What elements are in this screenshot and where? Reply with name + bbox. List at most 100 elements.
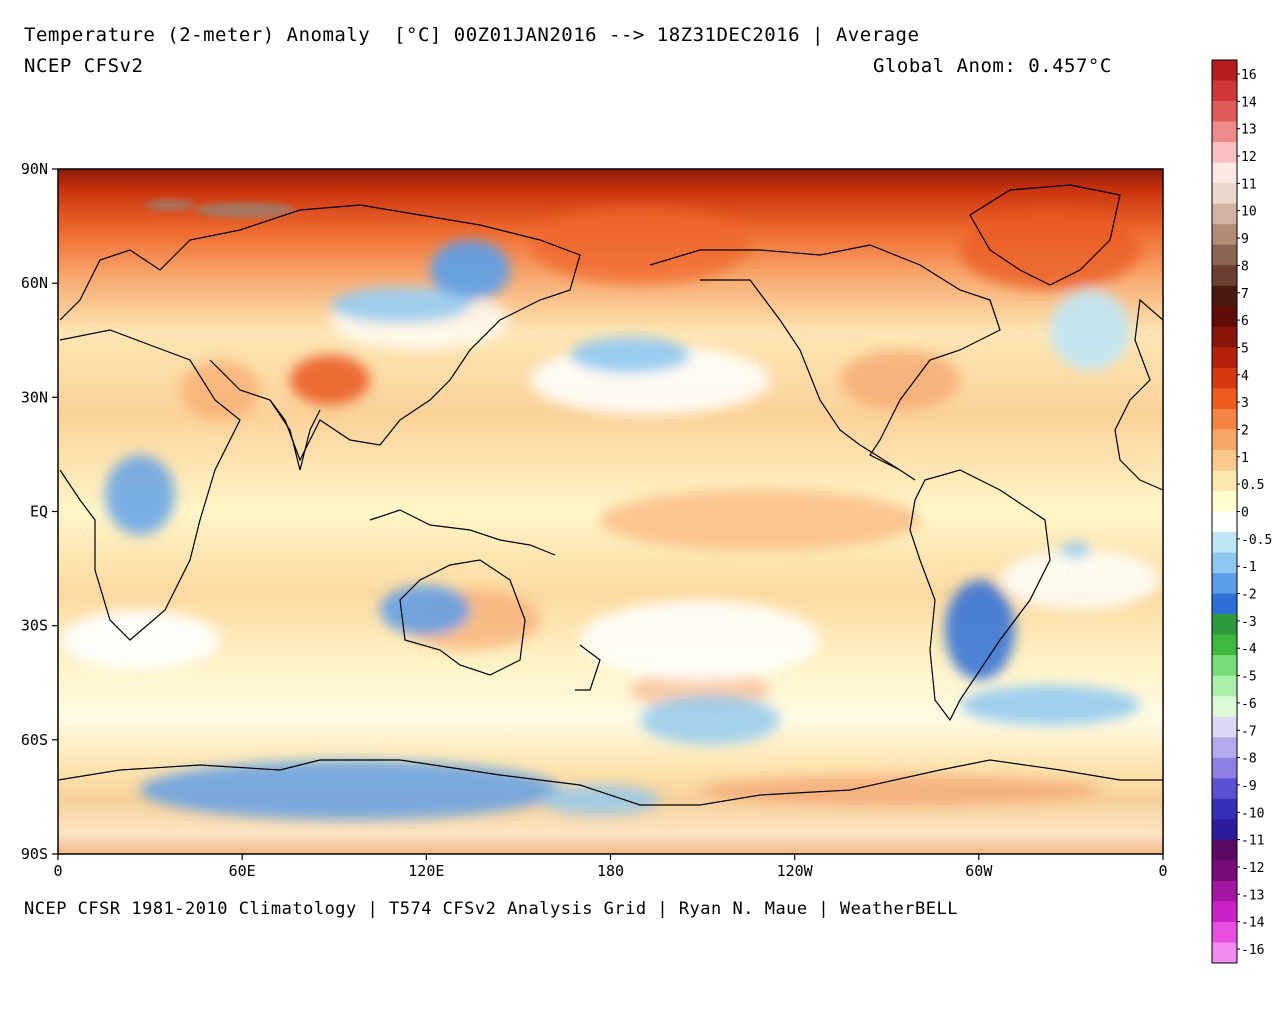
colorbar-swatch	[1212, 532, 1237, 553]
colorbar-swatch	[1212, 675, 1237, 697]
lat-tick-label: 30N	[21, 388, 48, 406]
colorbar-label: -4	[1241, 642, 1257, 657]
colorbar-label: 11	[1241, 177, 1257, 192]
colorbar-label: -6	[1241, 697, 1257, 712]
colorbar-label: 1	[1241, 451, 1249, 466]
colorbar-swatch	[1212, 490, 1237, 512]
colorbar-swatch	[1212, 880, 1237, 902]
colorbar-swatch	[1212, 552, 1237, 574]
colorbar-swatch	[1212, 326, 1237, 348]
colorbar-swatch	[1212, 429, 1237, 451]
colorbar-label: -3	[1241, 615, 1257, 630]
colorbar-label: -2	[1241, 588, 1257, 603]
colorbar-swatch	[1212, 901, 1237, 923]
colorbar-swatch	[1212, 921, 1237, 943]
colorbar-swatch	[1212, 757, 1237, 779]
colorbar-label: 8	[1241, 259, 1249, 274]
colorbar-label: 2	[1241, 423, 1249, 438]
colorbar-swatch	[1212, 942, 1237, 964]
lat-tick-label: 90N	[21, 160, 48, 178]
colorbar-swatch	[1212, 511, 1237, 533]
lat-tick-label: 30S	[21, 617, 48, 635]
colorbar-label: 3	[1241, 396, 1249, 411]
colorbar-swatch	[1212, 60, 1237, 81]
lat-tick-label: 60N	[21, 274, 48, 292]
footer-credit: NCEP CFSR 1981-2010 Climatology | T574 C…	[24, 899, 958, 919]
colorbar-label: 4	[1241, 369, 1249, 384]
colorbar-swatch	[1212, 203, 1237, 225]
chart-title: Temperature (2-meter) Anomaly [°C] 00Z01…	[24, 24, 920, 46]
lon-tick-label: 180	[597, 862, 624, 880]
colorbar-label: 7	[1241, 287, 1249, 302]
colorbar-swatch	[1212, 614, 1237, 635]
lon-tick-label: 0	[53, 862, 62, 880]
colorbar-swatch	[1212, 470, 1237, 492]
colorbar: 16 14 13 12 11 10 9 8 7 6 5 4 3 2 1 0.5 0 -0.5 -1 -2 -3 -4 -5 -…	[1211, 59, 1272, 964]
longitude-axis: 0 60E 120E 180 120W 60W 0	[53, 854, 1168, 880]
colorbar-swatch	[1212, 593, 1237, 615]
lon-tick-label: 60E	[229, 862, 256, 880]
lat-tick-label: 60S	[21, 731, 48, 749]
colorbar-swatch	[1212, 367, 1237, 389]
colorbar-swatch	[1212, 162, 1237, 184]
colorbar-swatch	[1212, 655, 1237, 676]
colorbar-label: -10	[1241, 806, 1264, 821]
colorbar-swatch	[1212, 716, 1237, 738]
colorbar-label: 14	[1241, 95, 1257, 110]
colorbar-label: -0.5	[1241, 533, 1272, 548]
lon-tick-label: 60W	[965, 862, 993, 880]
colorbar-swatch	[1212, 449, 1237, 471]
colorbar-swatch	[1212, 737, 1237, 759]
colorbar-swatch	[1212, 388, 1237, 410]
colorbar-swatch	[1212, 285, 1237, 307]
lat-tick-label: 90S	[21, 845, 48, 863]
lon-tick-label: 120E	[408, 862, 444, 880]
colorbar-swatch	[1212, 121, 1237, 143]
colorbar-swatch	[1212, 696, 1237, 718]
colorbar-label: -5	[1241, 670, 1257, 685]
colorbar-swatch	[1212, 80, 1237, 102]
colorbar-swatch	[1212, 347, 1237, 369]
colorbar-label: -8	[1241, 752, 1257, 767]
colorbar-label: 12	[1241, 150, 1257, 165]
colorbar-swatch	[1212, 408, 1237, 430]
colorbar-label: 13	[1241, 123, 1257, 138]
colorbar-swatch	[1212, 798, 1237, 820]
colorbar-label: 10	[1241, 205, 1257, 220]
colorbar-swatch	[1212, 224, 1237, 246]
colorbar-label: -9	[1241, 779, 1257, 794]
colorbar-swatch	[1212, 101, 1237, 122]
colorbar-swatch	[1212, 183, 1237, 204]
global-anomaly-label: Global Anom: 0.457°C	[873, 55, 1112, 77]
colorbar-swatch	[1212, 265, 1237, 287]
colorbar-label: -12	[1241, 861, 1264, 876]
colorbar-swatch	[1212, 142, 1237, 163]
colorbar-swatch	[1212, 860, 1237, 882]
colorbar-label: -16	[1241, 943, 1264, 958]
model-label: NCEP CFSv2	[24, 55, 144, 77]
colorbar-label: 16	[1241, 68, 1257, 83]
latitude-axis: 90N 60N 30N EQ 30S 60S 90S	[21, 160, 58, 863]
colorbar-swatch	[1212, 839, 1237, 861]
colorbar-label: -13	[1241, 888, 1264, 903]
colorbar-label: -1	[1241, 560, 1257, 575]
colorbar-label: 0	[1241, 506, 1249, 521]
colorbar-label: -7	[1241, 724, 1257, 739]
colorbar-swatch	[1212, 573, 1237, 594]
lat-tick-label: EQ	[30, 503, 48, 521]
colorbar-swatch	[1212, 306, 1237, 328]
lon-tick-label: 0	[1158, 862, 1167, 880]
colorbar-label: 0.5	[1241, 478, 1264, 493]
colorbar-label: 9	[1241, 232, 1249, 247]
colorbar-label: 5	[1241, 341, 1249, 356]
colorbar-swatch	[1212, 634, 1237, 656]
colorbar-label: -11	[1241, 834, 1264, 849]
colorbar-label: 6	[1241, 314, 1249, 329]
colorbar-swatch	[1212, 244, 1237, 266]
coastlines	[58, 184, 1163, 806]
colorbar-label: -14	[1241, 916, 1265, 931]
colorbar-swatch	[1212, 778, 1237, 800]
colorbar-swatch	[1212, 819, 1237, 841]
lon-tick-label: 120W	[777, 862, 814, 880]
